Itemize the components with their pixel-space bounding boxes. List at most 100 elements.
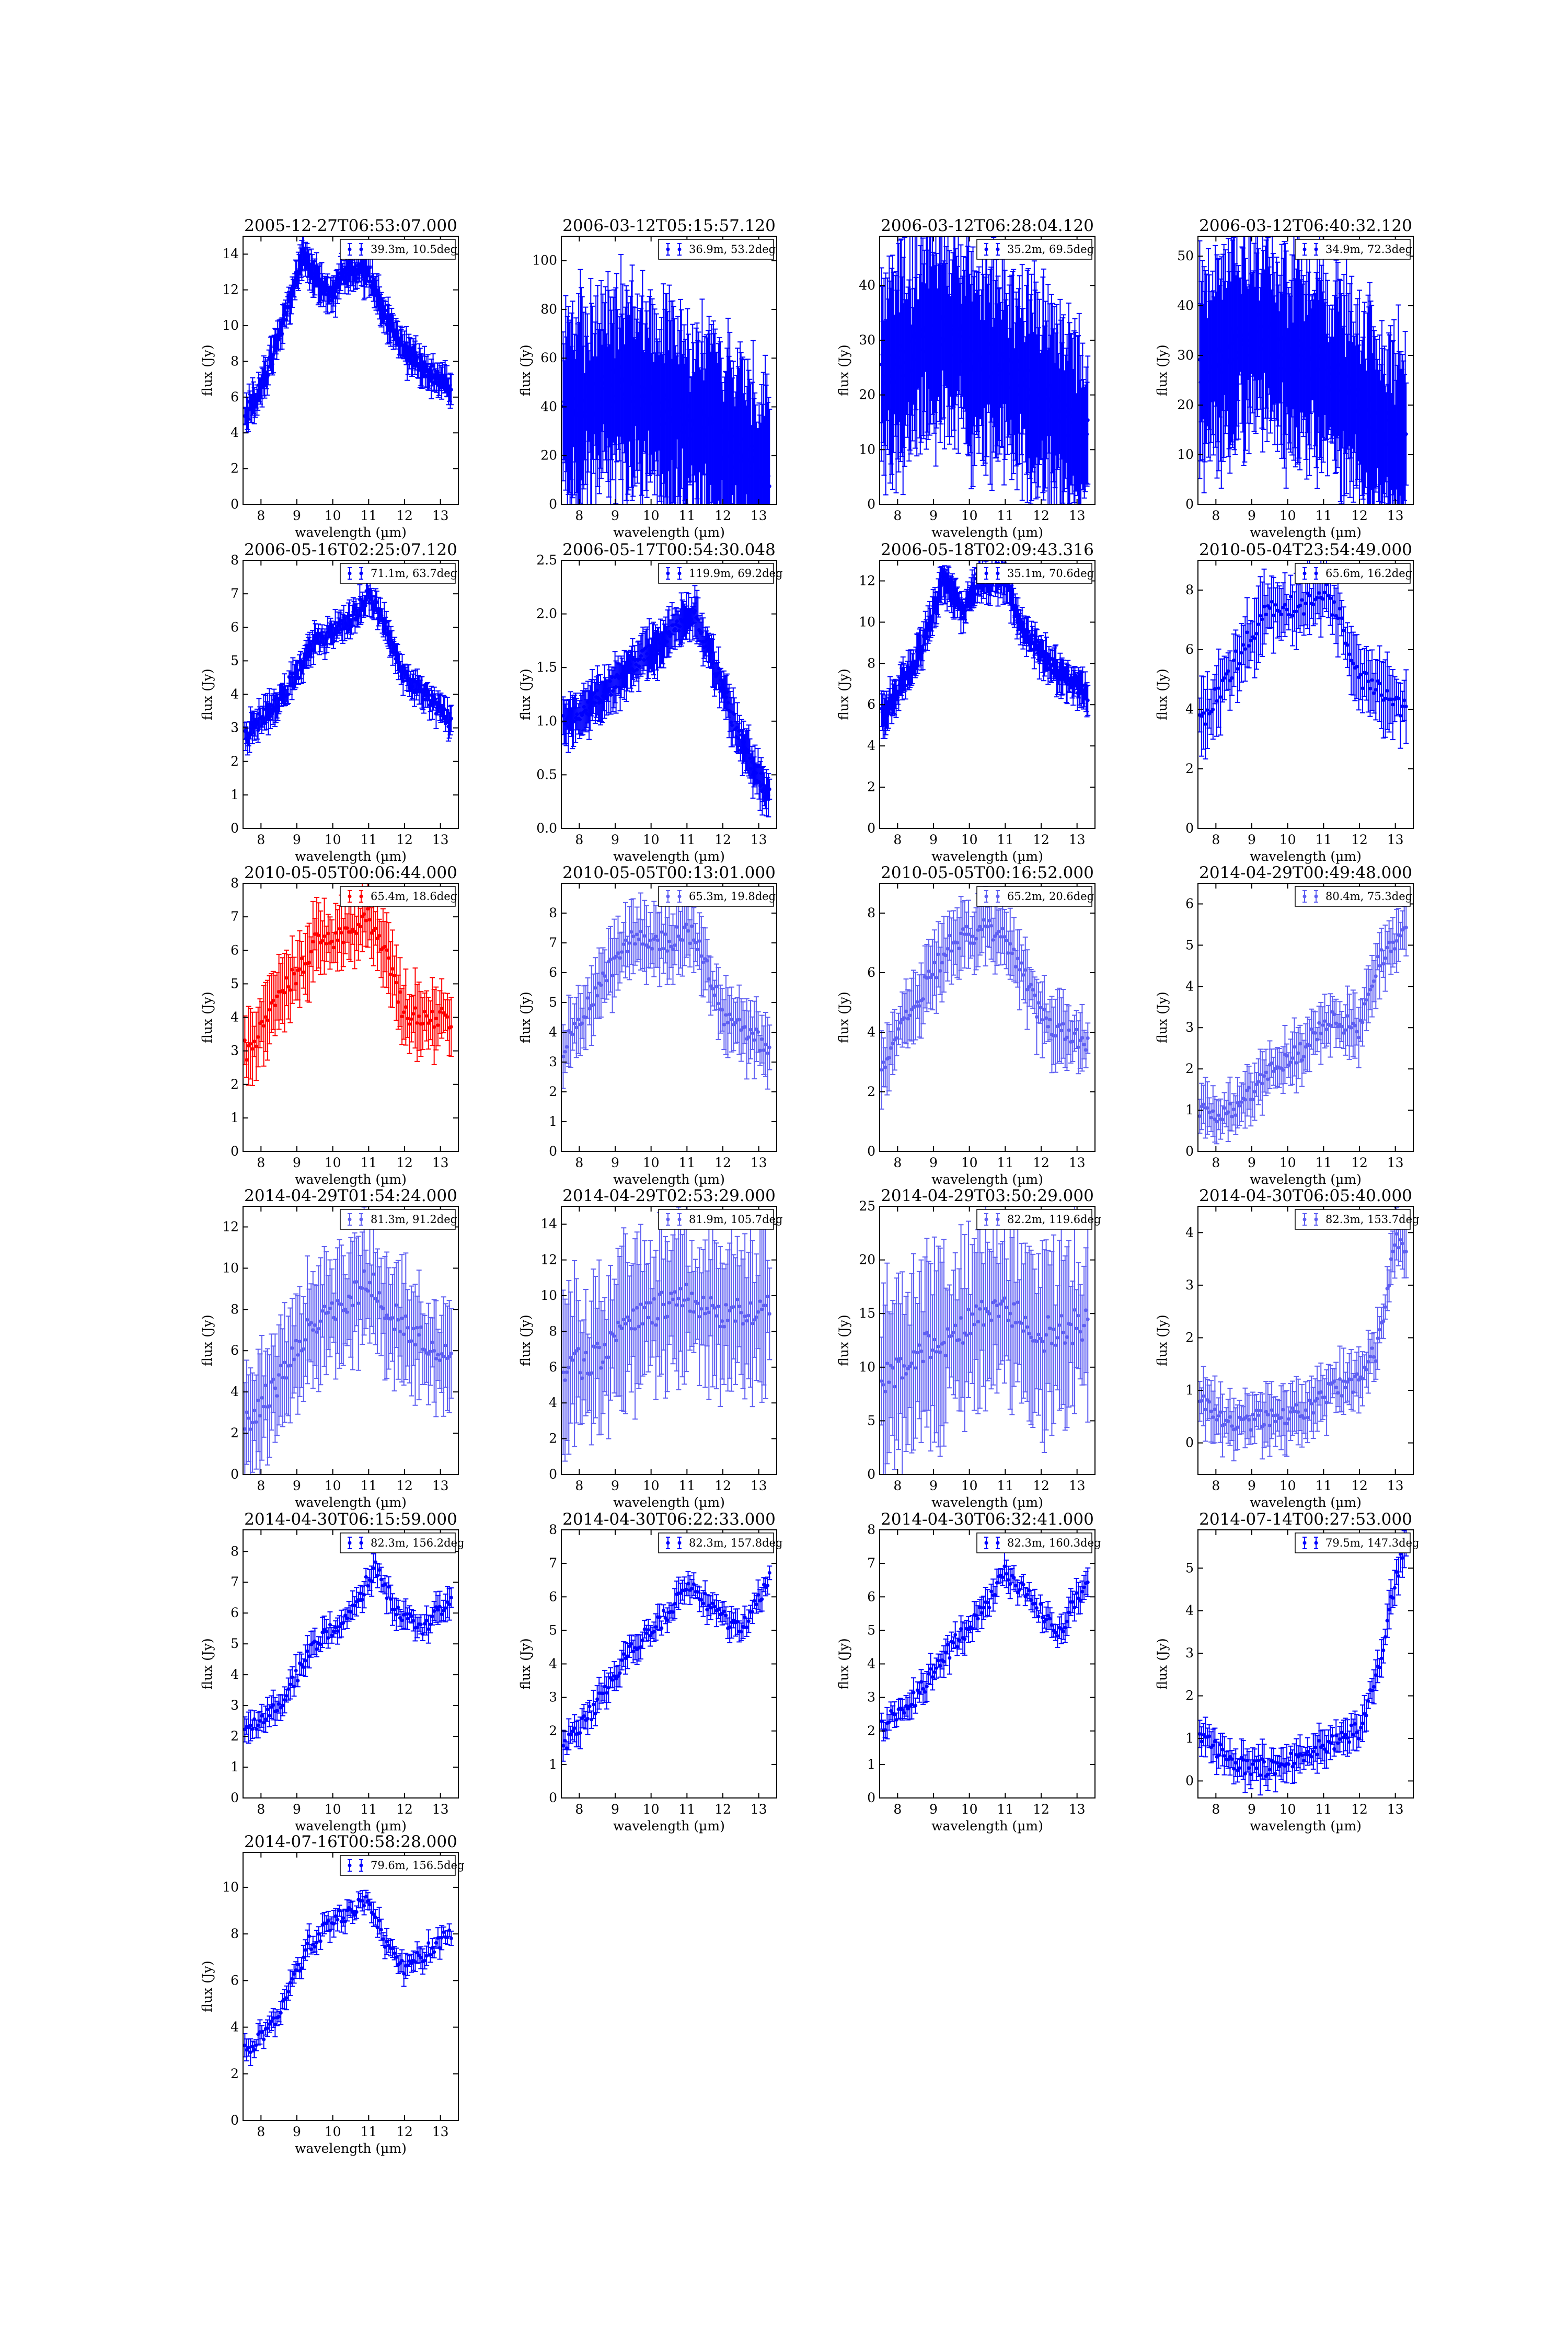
data-point <box>886 1024 892 1092</box>
subplot-title: 2014-04-30T06:32:41.000 <box>881 1510 1094 1529</box>
data-point <box>441 1296 446 1417</box>
x-tick-label: 12 <box>714 832 731 847</box>
data-point <box>1198 1098 1203 1134</box>
y-tick-label: 2 <box>867 1084 875 1099</box>
data-point <box>905 1292 911 1446</box>
x-tick-label: 9 <box>1248 508 1256 523</box>
y-tick-label: 4 <box>549 1024 557 1040</box>
legend-label: 119.9m, 69.2deg <box>689 567 782 580</box>
data-point <box>750 1240 755 1408</box>
data-point <box>420 997 425 1050</box>
y-axis-label: flux (Jy) <box>518 344 533 396</box>
data-point <box>358 1584 363 1602</box>
legend-label: 79.5m, 147.3deg <box>1325 1537 1419 1549</box>
legend: 119.9m, 69.2deg <box>658 563 782 584</box>
data-point <box>585 1702 591 1735</box>
data-point <box>937 1247 943 1457</box>
y-tick-label: 6 <box>549 965 557 980</box>
data-point <box>1210 679 1216 740</box>
data-point <box>971 574 977 608</box>
x-tick-label: 8 <box>1212 1802 1220 1817</box>
axes-frame <box>1197 883 1414 1152</box>
data-point <box>767 408 773 504</box>
y-tick-label: 2 <box>549 1723 557 1738</box>
data-series <box>880 560 1091 740</box>
data-point <box>333 903 339 963</box>
legend: 82.3m, 153.7deg <box>1295 1209 1419 1230</box>
x-tick-label: 9 <box>929 832 938 847</box>
x-tick-label: 9 <box>1248 832 1256 847</box>
data-point <box>255 718 261 743</box>
data-point <box>314 897 320 972</box>
data-point <box>922 1256 928 1411</box>
y-tick-label: 0 <box>230 821 239 836</box>
data-point <box>998 1243 1004 1365</box>
axes-frame <box>561 560 777 829</box>
subplot-title: 2014-04-30T06:05:40.000 <box>1199 1186 1412 1205</box>
y-tick-label: 4 <box>549 1395 557 1410</box>
data-point <box>900 1271 905 1474</box>
data-point <box>907 990 913 1041</box>
x-tick-label: 10 <box>325 2124 341 2139</box>
data-point <box>1382 1294 1388 1320</box>
legend-label: 82.3m, 153.7deg <box>1325 1213 1419 1226</box>
data-point <box>431 1299 437 1403</box>
data-point <box>736 1265 742 1347</box>
data-point <box>410 1610 416 1632</box>
data-point <box>1203 688 1208 760</box>
subplot-21: 2014-07-16T00:58:28.000 0 2 4 6 8 10 8 9 10 11 12 13… <box>200 1832 464 2156</box>
data-point <box>1214 1404 1220 1435</box>
data-point <box>753 996 759 1063</box>
x-tick-label: 10 <box>1279 1155 1296 1170</box>
data-point <box>1328 1364 1333 1404</box>
y-tick-label: 0.0 <box>536 821 557 836</box>
data-point <box>355 1236 361 1371</box>
subplot-title: 2006-03-12T06:40:32.120 <box>1199 216 1412 235</box>
y-tick-label: 4 <box>867 1024 875 1040</box>
data-point <box>894 1020 900 1056</box>
data-point <box>1308 308 1314 449</box>
subplot-title: 2006-03-12T06:28:04.120 <box>881 216 1094 235</box>
x-tick-label: 9 <box>293 1802 301 1817</box>
data-point <box>913 972 918 1041</box>
data-point <box>318 1636 324 1653</box>
data-point <box>269 1333 274 1431</box>
legend: 35.1m, 70.6deg <box>976 563 1094 584</box>
data-point <box>1043 1239 1049 1431</box>
data-point <box>347 599 352 632</box>
y-tick-label: 0 <box>230 2113 239 2128</box>
x-tick-label: 9 <box>611 1802 619 1817</box>
data-point <box>365 883 371 948</box>
y-tick-label: 3 <box>549 1054 557 1069</box>
legend-label: 35.2m, 69.5deg <box>1007 243 1094 256</box>
data-point <box>716 967 721 1040</box>
data-point <box>1385 1266 1390 1311</box>
data-point <box>755 1011 761 1053</box>
data-point <box>975 1229 981 1414</box>
data-point <box>723 1263 729 1346</box>
y-tick-label: 40 <box>540 399 557 414</box>
y-tick-label: 6 <box>867 697 875 712</box>
data-point <box>742 1009 748 1044</box>
y-tick-label: 1 <box>230 1759 239 1774</box>
data-point <box>416 981 422 1051</box>
data-point <box>1282 572 1288 638</box>
x-tick-label: 12 <box>396 508 413 523</box>
data-point <box>297 930 303 1008</box>
data-point <box>1386 920 1392 965</box>
y-tick-label: 2 <box>1185 1061 1194 1076</box>
data-point <box>430 1607 435 1626</box>
x-tick-label: 12 <box>1351 1155 1368 1170</box>
data-point <box>1219 1105 1225 1134</box>
data-point <box>1040 1240 1045 1443</box>
data-point <box>388 1584 394 1614</box>
data-point <box>1212 674 1218 705</box>
x-tick-label: 13 <box>432 1155 449 1170</box>
data-point <box>1240 625 1246 665</box>
data-point <box>624 285 629 501</box>
data-point <box>264 1697 270 1722</box>
subplot-title: 2010-05-05T00:06:44.000 <box>244 863 457 882</box>
data-point <box>439 978 445 1039</box>
data-point <box>606 664 612 713</box>
x-tick-label: 10 <box>961 832 978 847</box>
